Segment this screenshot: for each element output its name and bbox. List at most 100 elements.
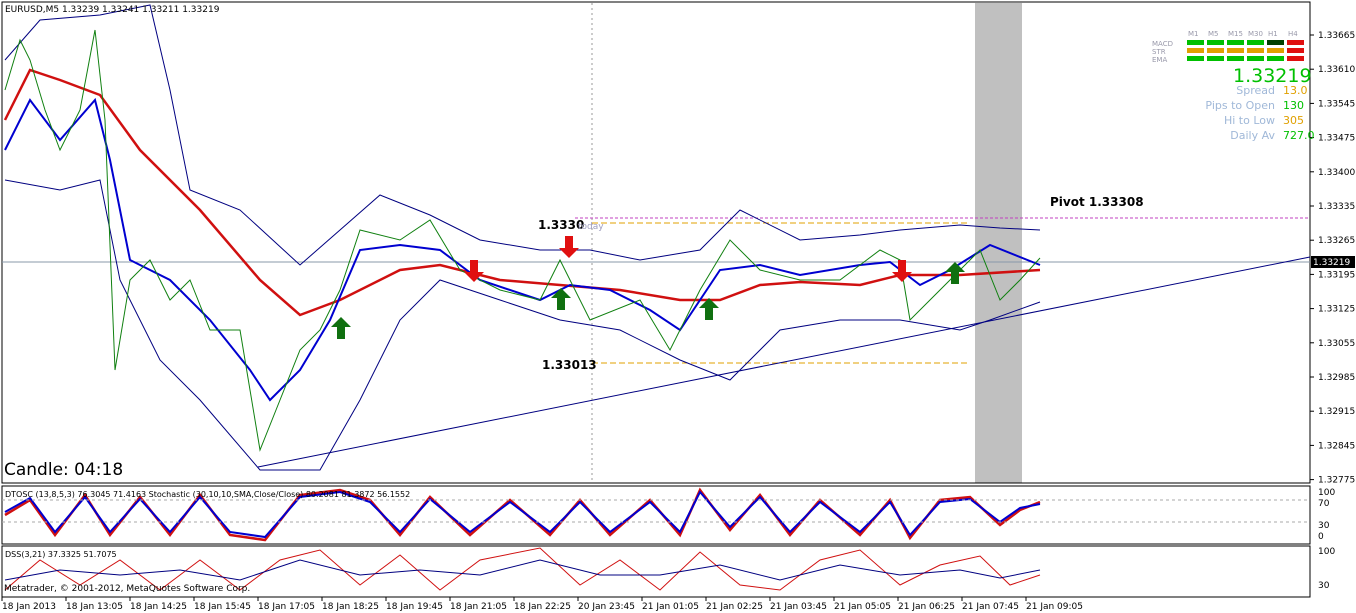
price-label: 1.33475 bbox=[1318, 134, 1355, 144]
price-label: 1.33665 bbox=[1318, 31, 1355, 41]
low-label: 1.33013 bbox=[542, 358, 597, 372]
stat-label: Hi to Low bbox=[1224, 114, 1275, 127]
signal-cell bbox=[1207, 56, 1224, 61]
time-label: 18 Jan 19:45 bbox=[386, 602, 443, 612]
dtosc-signal bbox=[4, 490, 1041, 539]
pivot-label: Pivot 1.33308 bbox=[1050, 195, 1144, 209]
dss-signal bbox=[4, 559, 1041, 581]
ema-fast bbox=[4, 97, 1041, 402]
signal-cell bbox=[1287, 48, 1304, 53]
ind2-level: 100 bbox=[1318, 547, 1335, 557]
signal-cell bbox=[1227, 56, 1244, 61]
price-label: 1.33335 bbox=[1318, 202, 1355, 212]
time-label: 18 Jan 15:45 bbox=[194, 602, 251, 612]
price-label: 1.33195 bbox=[1318, 270, 1355, 280]
tf-label: M30 bbox=[1248, 30, 1263, 38]
signal-cell bbox=[1187, 40, 1204, 45]
bollinger-upper bbox=[4, 4, 1041, 266]
time-label: 18 Jan 18:25 bbox=[322, 602, 379, 612]
time-label: 18 Jan 13:05 bbox=[66, 602, 123, 612]
price-label: 1.33125 bbox=[1318, 305, 1355, 315]
price-label: 1.33265 bbox=[1318, 236, 1355, 246]
signal-cell bbox=[1247, 40, 1264, 45]
session-shade bbox=[975, 3, 1022, 483]
tf-label: H1 bbox=[1268, 30, 1278, 38]
signal-cell bbox=[1247, 48, 1264, 53]
time-label: 20 Jan 23:45 bbox=[578, 602, 635, 612]
row-label: MACD bbox=[1152, 40, 1173, 48]
signal-cell bbox=[1267, 40, 1284, 45]
time-label: 21 Jan 05:05 bbox=[834, 602, 891, 612]
time-label: 18 Jan 17:05 bbox=[258, 602, 315, 612]
time-label: 21 Jan 01:05 bbox=[642, 602, 699, 612]
candle-timer: Candle: 04:18 bbox=[4, 460, 123, 480]
ind2-title: DSS(3,21) 37.3325 51.7075 bbox=[5, 550, 117, 559]
price-label: 1.32915 bbox=[1318, 407, 1355, 417]
bollinger-lower bbox=[4, 179, 1041, 471]
row-label: EMA bbox=[1152, 56, 1167, 64]
time-label: 18 Jan 21:05 bbox=[450, 602, 507, 612]
signal-cell bbox=[1207, 48, 1224, 53]
stat-value: 305 bbox=[1283, 114, 1304, 127]
today-label: today bbox=[578, 222, 604, 232]
row-label: STR bbox=[1152, 48, 1166, 56]
time-label: 18 Jan 2013 bbox=[2, 602, 56, 612]
stat-label: Pips to Open bbox=[1205, 99, 1275, 112]
copyright: Metatrader, © 2001-2012, MetaQuotes Soft… bbox=[4, 584, 250, 594]
time-label: 21 Jan 02:25 bbox=[706, 602, 763, 612]
time-label: 21 Jan 06:25 bbox=[898, 602, 955, 612]
ema-slow bbox=[3, 68, 1041, 317]
stat-label: Spread bbox=[1236, 84, 1275, 97]
tf-label: M5 bbox=[1208, 30, 1219, 38]
signal-cell bbox=[1267, 48, 1284, 53]
ind1-title: DTOSC (13,8,5,3) 76.3045 71.4163 Stochas… bbox=[5, 490, 410, 499]
time-label: 21 Jan 03:45 bbox=[770, 602, 827, 612]
ind2-level: 30 bbox=[1318, 581, 1330, 591]
signal-cell bbox=[1247, 56, 1264, 61]
time-label: 18 Jan 14:25 bbox=[130, 602, 187, 612]
sell-arrows bbox=[464, 236, 912, 282]
signal-cell bbox=[1187, 56, 1204, 61]
stat-label: Daily Av bbox=[1230, 129, 1275, 142]
ind1-level: 100 bbox=[1318, 488, 1335, 498]
time-label: 21 Jan 07:45 bbox=[962, 602, 1019, 612]
time-label: 18 Jan 22:25 bbox=[514, 602, 571, 612]
price-label: 1.33400 bbox=[1318, 168, 1355, 178]
price-candles bbox=[4, 29, 1041, 452]
signal-cell bbox=[1227, 40, 1244, 45]
high-label: 1.3330 bbox=[538, 218, 584, 232]
tf-label: M1 bbox=[1188, 30, 1199, 38]
price-label: 1.33055 bbox=[1318, 339, 1355, 349]
price-label: 1.33610 bbox=[1318, 65, 1355, 75]
ind1-level: 30 bbox=[1318, 521, 1330, 531]
price-label: 1.32775 bbox=[1318, 476, 1355, 486]
price-label: 1.33545 bbox=[1318, 99, 1355, 109]
ind1-level: 0 bbox=[1318, 532, 1324, 542]
price-label: 1.32985 bbox=[1318, 373, 1355, 383]
signal-cell bbox=[1187, 48, 1204, 53]
signal-cell bbox=[1207, 40, 1224, 45]
signal-cell bbox=[1287, 56, 1304, 61]
price-label: 1.32845 bbox=[1318, 441, 1355, 451]
current-price-label: 1.33219 bbox=[1313, 258, 1350, 268]
ind2-frame bbox=[1, 545, 1311, 598]
tf-label: H4 bbox=[1288, 30, 1298, 38]
stat-value: 130 bbox=[1283, 99, 1304, 112]
panel-price: 1.33219 bbox=[1233, 65, 1312, 87]
ind1-frame bbox=[1, 485, 1311, 545]
buy-arrows bbox=[331, 262, 965, 339]
signal-cell bbox=[1287, 40, 1304, 45]
price-marker bbox=[1311, 256, 1355, 268]
trend-line bbox=[257, 256, 1311, 468]
main-frame bbox=[1, 1, 1311, 484]
stat-value: 727.0 bbox=[1283, 129, 1315, 142]
signal-cell bbox=[1227, 48, 1244, 53]
time-label: 21 Jan 09:05 bbox=[1026, 602, 1083, 612]
stat-value: 13.0 bbox=[1283, 84, 1308, 97]
symbol-header: EURUSD,M5 1.33239 1.33241 1.33211 1.3321… bbox=[5, 5, 220, 15]
ind1-level: 70 bbox=[1318, 499, 1330, 509]
dss-line bbox=[4, 547, 1041, 591]
signal-cell bbox=[1267, 56, 1284, 61]
tf-label: M15 bbox=[1228, 30, 1243, 38]
